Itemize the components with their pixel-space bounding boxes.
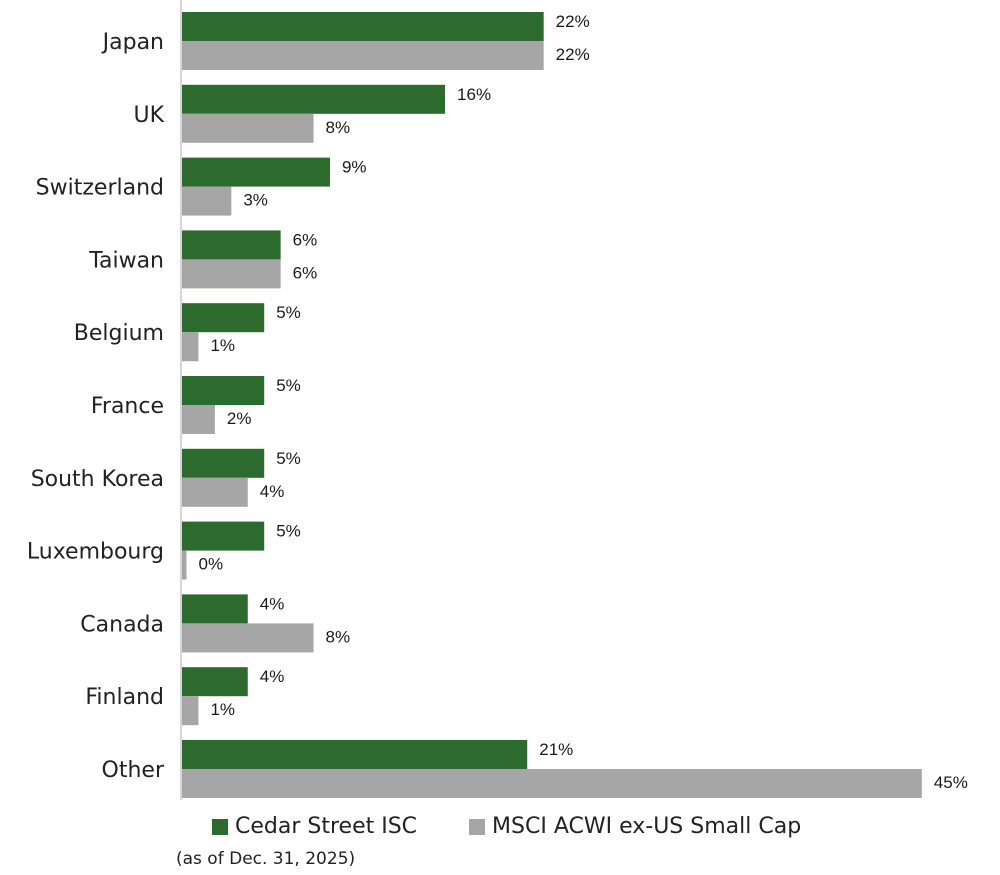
data-label-cedar-street-isc-switzerland: 9% bbox=[342, 158, 367, 177]
as-of-note: (as of Dec. 31, 2025) bbox=[176, 849, 356, 869]
bar-msci-acwi-ex-us-small-cap-belgium bbox=[182, 332, 199, 362]
bar-msci-acwi-ex-us-small-cap-taiwan bbox=[182, 259, 281, 289]
category-label-switzerland: Switzerland bbox=[36, 176, 164, 201]
data-label-msci-acwi-ex-us-small-cap-taiwan: 6% bbox=[293, 263, 318, 282]
bar-cedar-street-isc-uk bbox=[182, 84, 446, 114]
bar-msci-acwi-ex-us-small-cap-canada bbox=[182, 623, 314, 653]
bar-cedar-street-isc-switzerland bbox=[182, 157, 330, 187]
legend-swatch-msci bbox=[469, 818, 486, 835]
data-label-msci-acwi-ex-us-small-cap-finland: 1% bbox=[210, 700, 235, 719]
data-label-msci-acwi-ex-us-small-cap-switzerland: 3% bbox=[243, 191, 268, 210]
bar-cedar-street-isc-luxembourg bbox=[182, 521, 265, 551]
bar-cedar-street-isc-taiwan bbox=[182, 230, 281, 260]
data-label-cedar-street-isc-canada: 4% bbox=[260, 594, 285, 613]
category-label-south-korea: South Korea bbox=[31, 467, 164, 492]
category-label-japan: Japan bbox=[101, 30, 164, 55]
data-label-msci-acwi-ex-us-small-cap-canada: 8% bbox=[326, 627, 351, 646]
data-label-cedar-street-isc-taiwan: 6% bbox=[293, 230, 318, 249]
bar-cedar-street-isc-japan bbox=[182, 12, 544, 41]
bar-cedar-street-isc-canada bbox=[182, 594, 248, 624]
legend-swatch-cedar-street bbox=[212, 818, 228, 835]
category-label-finland: Finland bbox=[85, 685, 164, 710]
bar-msci-acwi-ex-us-small-cap-south-korea bbox=[182, 477, 248, 507]
bar-cedar-street-isc-france bbox=[182, 376, 265, 405]
data-label-msci-acwi-ex-us-small-cap-france: 2% bbox=[227, 409, 252, 428]
bar-msci-acwi-ex-us-small-cap-japan bbox=[182, 41, 544, 70]
data-label-msci-acwi-ex-us-small-cap-uk: 8% bbox=[326, 118, 351, 137]
data-label-cedar-street-isc-france: 5% bbox=[276, 376, 301, 395]
category-label-belgium: Belgium bbox=[74, 321, 164, 346]
data-label-cedar-street-isc-japan: 22% bbox=[556, 12, 590, 31]
bar-msci-acwi-ex-us-small-cap-finland bbox=[182, 696, 199, 726]
data-label-msci-acwi-ex-us-small-cap-japan: 22% bbox=[556, 45, 590, 64]
legend-item-cedar-street: Cedar Street ISC bbox=[212, 814, 417, 839]
category-label-other: Other bbox=[102, 758, 165, 783]
bar-msci-acwi-ex-us-small-cap-other bbox=[182, 769, 922, 798]
legend: Cedar Street ISC MSCI ACWI ex-US Small C… bbox=[212, 814, 853, 839]
data-label-msci-acwi-ex-us-small-cap-luxembourg: 0% bbox=[199, 555, 224, 574]
data-label-cedar-street-isc-luxembourg: 5% bbox=[276, 522, 301, 541]
legend-label-msci: MSCI ACWI ex-US Small Cap bbox=[492, 814, 802, 839]
category-label-france: France bbox=[91, 394, 164, 419]
bar-cedar-street-isc-belgium bbox=[182, 303, 265, 333]
data-label-cedar-street-isc-other: 21% bbox=[539, 740, 573, 759]
bar-msci-acwi-ex-us-small-cap-switzerland bbox=[182, 186, 232, 216]
bar-msci-acwi-ex-us-small-cap-luxembourg bbox=[182, 550, 187, 580]
category-label-canada: Canada bbox=[80, 612, 164, 637]
plot-area: Japan 22% 22% UK 16% 8% Switzerland 9% 3% Taiwan 6… bbox=[27, 0, 968, 800]
data-label-cedar-street-isc-finland: 4% bbox=[260, 667, 285, 686]
bar-cedar-street-isc-south-korea bbox=[182, 448, 265, 478]
legend-item-msci: MSCI ACWI ex-US Small Cap bbox=[469, 814, 801, 839]
data-label-msci-acwi-ex-us-small-cap-other: 45% bbox=[934, 773, 968, 792]
data-label-cedar-street-isc-south-korea: 5% bbox=[276, 449, 301, 468]
data-label-cedar-street-isc-belgium: 5% bbox=[276, 303, 301, 322]
category-label-taiwan: Taiwan bbox=[88, 248, 164, 273]
data-label-cedar-street-isc-uk: 16% bbox=[457, 85, 491, 104]
data-label-msci-acwi-ex-us-small-cap-belgium: 1% bbox=[210, 336, 235, 355]
data-label-msci-acwi-ex-us-small-cap-south-korea: 4% bbox=[260, 482, 285, 501]
legend-label-cedar-street: Cedar Street ISC bbox=[235, 814, 418, 839]
category-label-uk: UK bbox=[133, 103, 164, 128]
bar-msci-acwi-ex-us-small-cap-uk bbox=[182, 113, 314, 143]
bar-msci-acwi-ex-us-small-cap-france bbox=[182, 405, 215, 434]
bar-cedar-street-isc-other bbox=[182, 740, 528, 769]
bar-cedar-street-isc-finland bbox=[182, 667, 248, 697]
category-label-luxembourg: Luxembourg bbox=[27, 540, 164, 565]
